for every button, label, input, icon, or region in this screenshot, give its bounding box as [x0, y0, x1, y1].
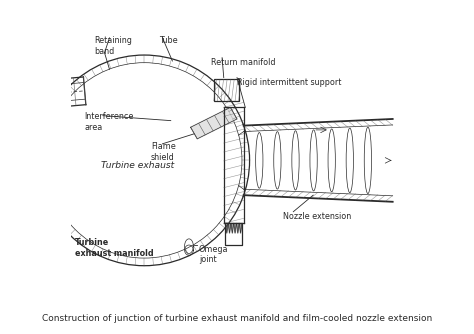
- Text: Omega
joint: Omega joint: [199, 245, 228, 264]
- Text: Turbine
exhaust manifold: Turbine exhaust manifold: [75, 238, 153, 258]
- Polygon shape: [191, 107, 237, 139]
- Polygon shape: [231, 223, 234, 233]
- Text: Return manifold: Return manifold: [210, 58, 275, 67]
- Text: Nozzle extension: Nozzle extension: [283, 212, 352, 221]
- Polygon shape: [228, 223, 231, 233]
- Text: Interference
area: Interference area: [85, 112, 134, 132]
- Polygon shape: [234, 223, 237, 233]
- Text: Rigid intermittent support: Rigid intermittent support: [237, 77, 341, 87]
- Text: Retaining
band: Retaining band: [95, 36, 132, 55]
- Text: Construction of junction of turbine exhaust manifold and film-cooled nozzle exte: Construction of junction of turbine exha…: [42, 314, 432, 323]
- Polygon shape: [239, 223, 242, 233]
- Text: Turbine exhaust: Turbine exhaust: [101, 161, 174, 170]
- Text: Tube: Tube: [159, 36, 178, 45]
- Text: Flame
shield: Flame shield: [151, 142, 176, 162]
- Polygon shape: [237, 223, 239, 233]
- Polygon shape: [226, 223, 228, 233]
